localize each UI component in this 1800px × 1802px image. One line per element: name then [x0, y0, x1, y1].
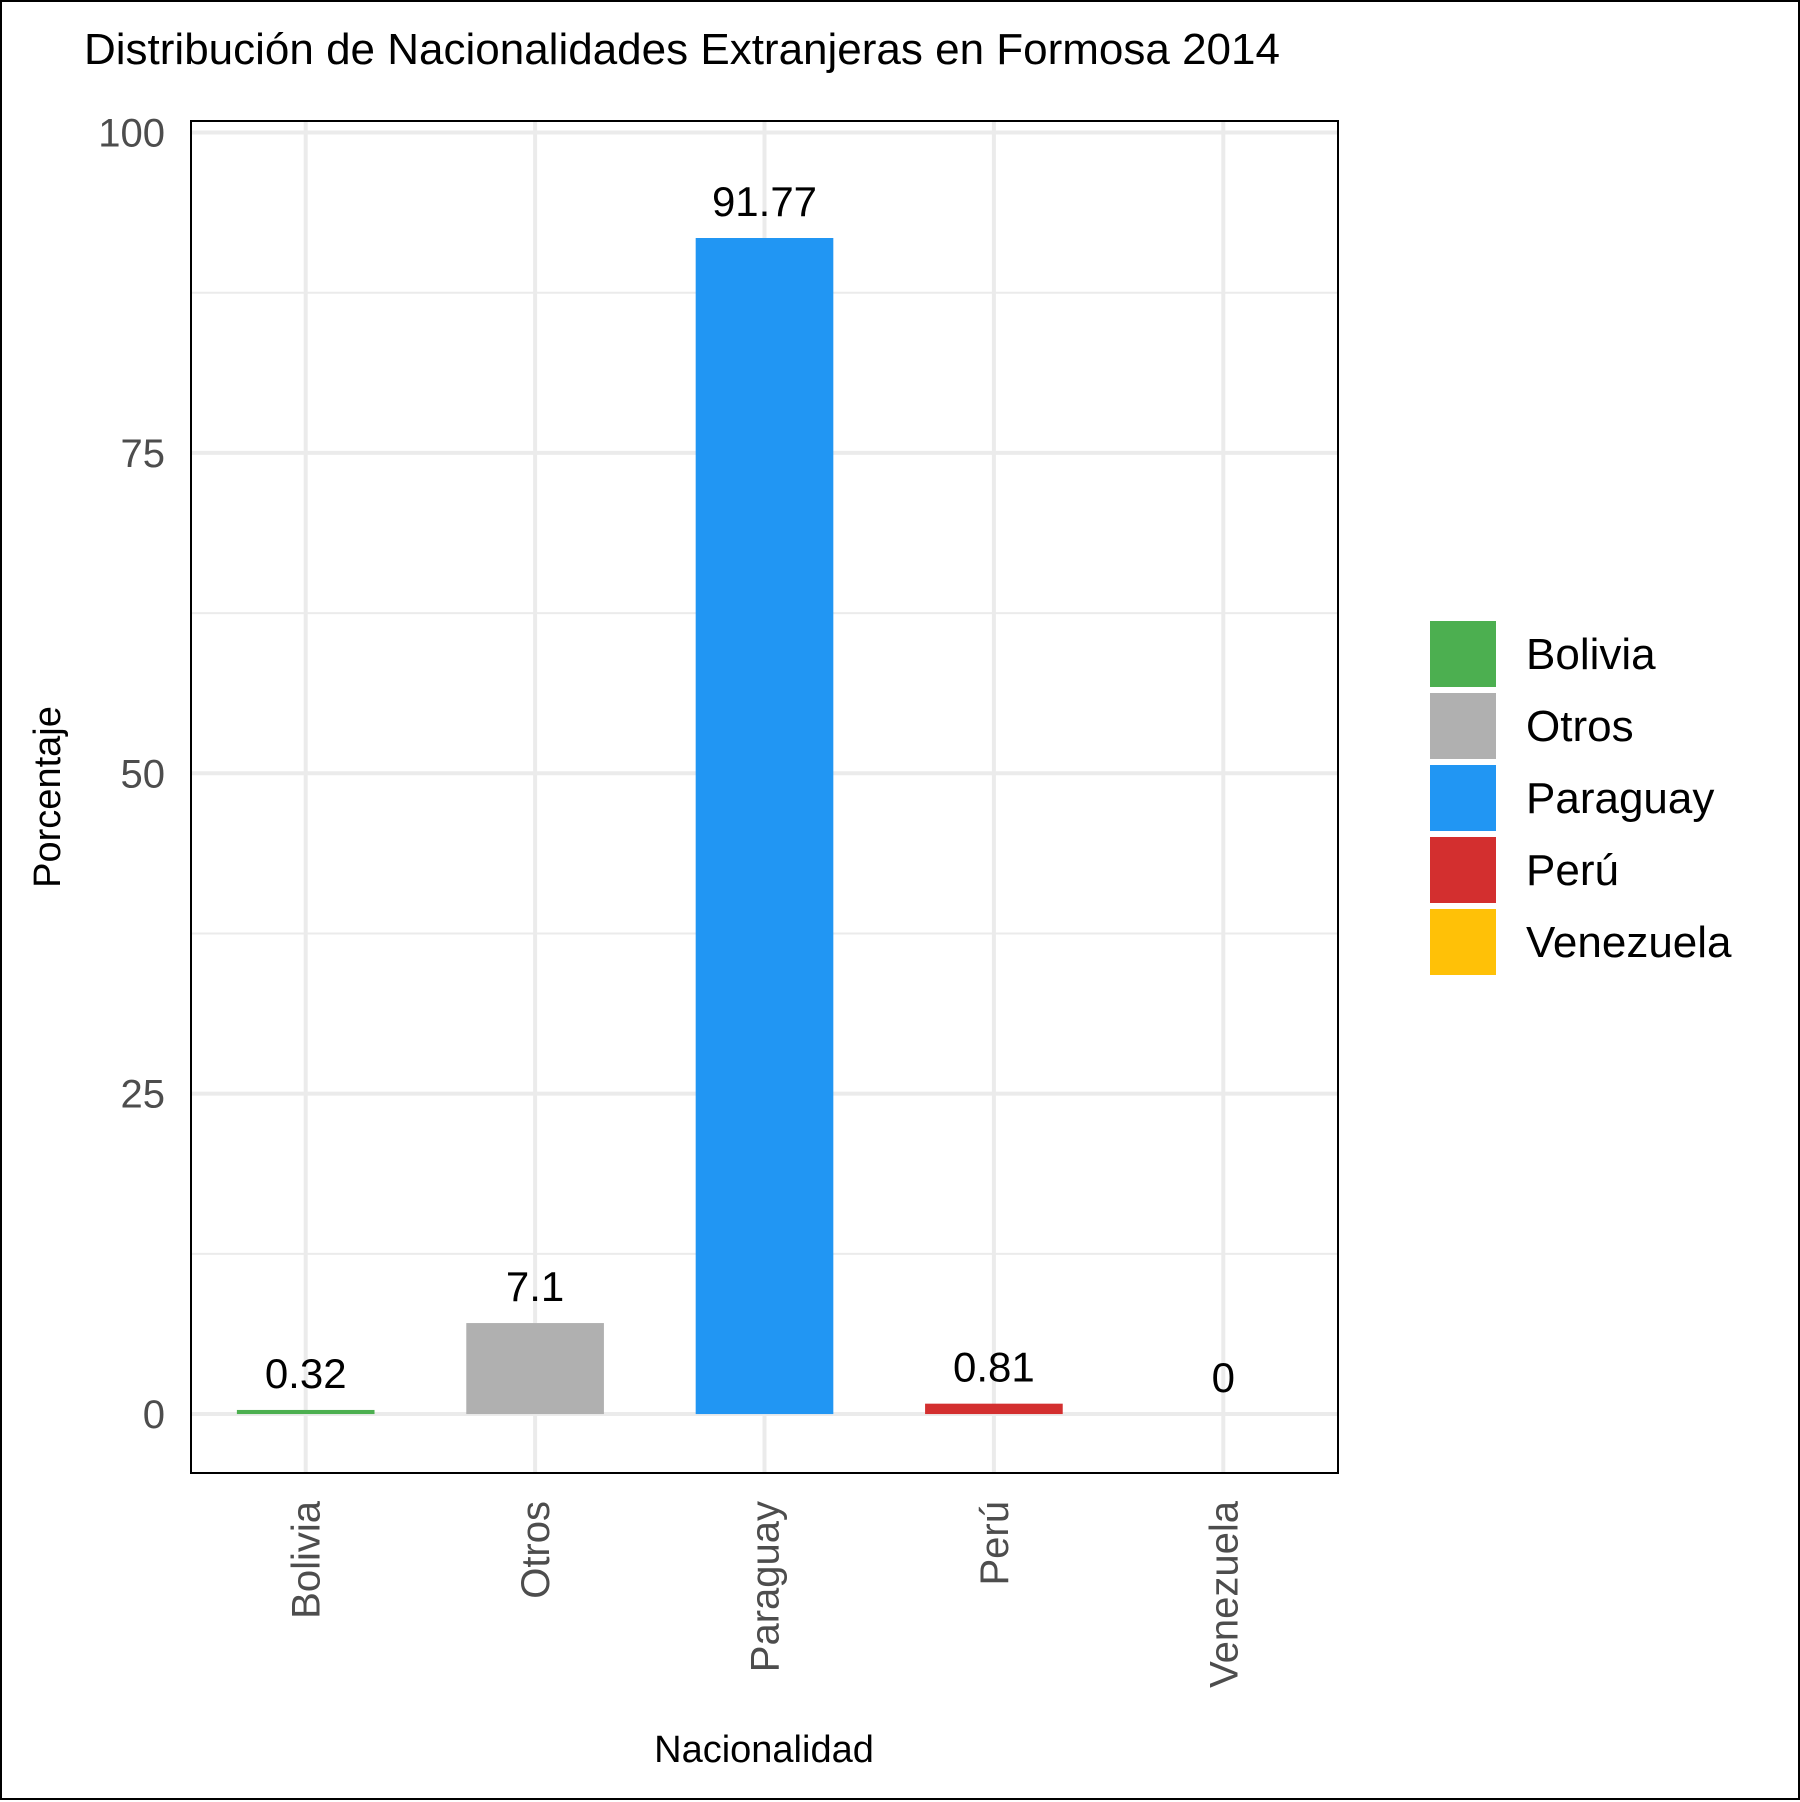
- legend-key-venezuela: [1430, 909, 1496, 975]
- legend-key-bolivia: [1430, 621, 1496, 687]
- bar-perú: [925, 1403, 1063, 1415]
- x-tick-label: Otros: [514, 1501, 558, 1599]
- data-label: 0: [1212, 1354, 1235, 1401]
- legend-label: Venezuela: [1526, 918, 1732, 967]
- legend-label: Otros: [1526, 702, 1634, 751]
- bar-otros: [466, 1323, 604, 1415]
- bar-bolivia: [236, 1409, 375, 1415]
- x-axis-title: Nacionalidad: [654, 1729, 874, 1771]
- y-tick-label: 0: [143, 1393, 165, 1437]
- y-tick-label: 50: [121, 752, 166, 796]
- x-tick-label: Venezuela: [1202, 1500, 1246, 1688]
- x-tick-label: Perú: [973, 1501, 1017, 1586]
- legend-key-otros: [1430, 693, 1496, 759]
- y-tick-label: 75: [121, 432, 166, 476]
- chart-title: Distribución de Nacionalidades Extranjer…: [84, 25, 1280, 74]
- x-tick-label: Bolivia: [285, 1500, 329, 1619]
- data-label: 91.77: [712, 178, 817, 225]
- data-label: 0.81: [953, 1344, 1035, 1391]
- data-label: 7.1: [506, 1263, 564, 1310]
- legend-label: Bolivia: [1526, 630, 1656, 679]
- x-tick-label: Paraguay: [744, 1501, 788, 1672]
- y-axis-title: Porcentaje: [27, 706, 69, 888]
- plot-panel-border: [190, 120, 1339, 1474]
- legend-label: Paraguay: [1526, 774, 1714, 823]
- legend-label: Perú: [1526, 846, 1619, 895]
- data-labels: 0.32 7.1 91.77 0.81 0: [265, 178, 1235, 1401]
- x-axis-ticks: Bolivia Otros Paraguay Perú Venezuela: [285, 1500, 1247, 1688]
- legend-key-paraguay: [1430, 765, 1496, 831]
- data-label: 0.32: [265, 1350, 347, 1397]
- y-tick-label: 25: [121, 1073, 166, 1117]
- legend-key-perú: [1430, 837, 1496, 903]
- y-tick-label: 100: [98, 112, 165, 156]
- legend: Bolivia Otros Paraguay Perú Venezuela: [1430, 621, 1732, 975]
- bar-paraguay: [695, 238, 834, 1415]
- y-axis-ticks: 0 25 50 75 100: [98, 112, 165, 1438]
- bars: [236, 238, 1063, 1415]
